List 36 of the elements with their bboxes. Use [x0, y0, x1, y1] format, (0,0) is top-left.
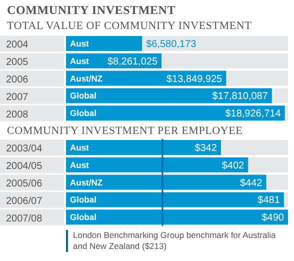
data-label: $17,810,087	[212, 91, 268, 102]
data-label: $8,261,025	[107, 56, 158, 68]
y-tick-label: 2005/06	[6, 178, 43, 190]
y-tick-label: 2003/04	[6, 144, 43, 155]
annotation: Aust/NZ	[70, 73, 103, 84]
data-label: $442	[240, 178, 263, 189]
y-tick-label: 2006/07	[6, 196, 43, 207]
annotation: Global	[70, 194, 96, 205]
annotation: Aust/NZ	[70, 177, 103, 188]
y-tick-label: 2007	[6, 92, 29, 103]
y-tick-label: 2007/08	[6, 213, 43, 224]
annotation: Global	[70, 90, 96, 101]
y-tick-label: 2006	[6, 74, 29, 86]
annotation: Global	[70, 108, 96, 118]
annotation: Aust	[70, 56, 90, 66]
y-tick-label: 2005	[6, 57, 29, 68]
chart-subtitle: TOTAL VALUE OF COMMUNITY INVESTMENT	[6, 20, 253, 34]
bar	[66, 106, 285, 121]
data-label: $6,580,173	[146, 39, 197, 50]
ref-line-label: London Benchmarking Group benchmark for Australia and New Zealand ($213)	[73, 230, 277, 252]
data-label: $13,849,925	[166, 74, 223, 85]
chart-title: COMMUNITY INVESTMENT	[6, 3, 177, 19]
data-label: $342	[194, 143, 218, 154]
y-tick-label: 2008	[6, 109, 29, 120]
bar	[66, 192, 284, 208]
data-label: $402	[222, 160, 245, 172]
annotation: Aust	[70, 160, 90, 170]
data-label: $490	[262, 212, 284, 224]
y-tick-label: 2004/05	[6, 161, 43, 172]
annotation: Global	[70, 212, 96, 222]
annotation: Aust	[70, 38, 90, 48]
data-label: $18,926,714	[225, 108, 282, 120]
data-label: $481	[258, 195, 280, 206]
annotation: Aust	[70, 142, 90, 152]
y-tick-label: 2004	[6, 40, 29, 51]
chart-title: COMMUNITY INVESTMENT PER EMPLOYEE	[6, 125, 244, 139]
